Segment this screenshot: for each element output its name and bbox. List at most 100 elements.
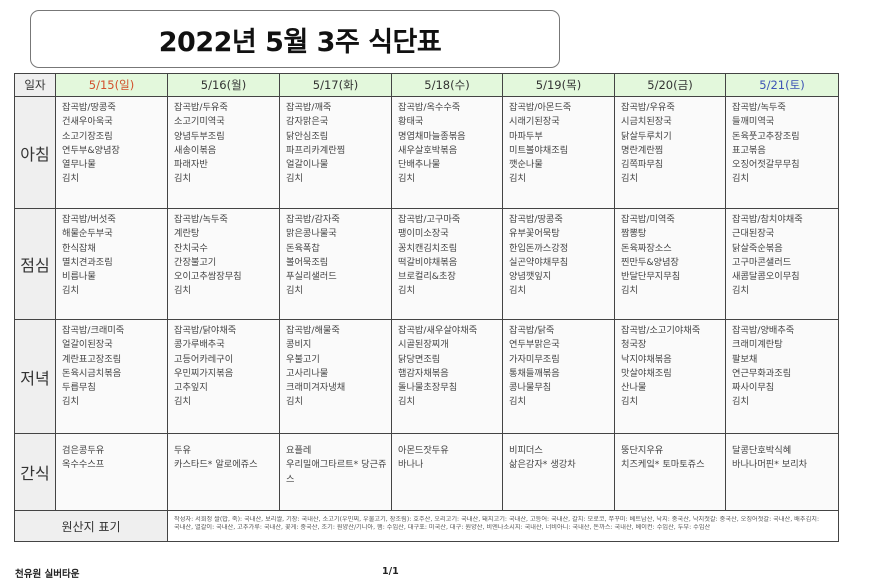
meal-label: 아침: [14, 96, 56, 209]
menu-cell: 잡곡밥/두유죽 소고기미역국 양념두부조림 새송이볶음 파래자반 김치: [167, 96, 280, 209]
menu-item: 오징어젓갈무무침: [732, 159, 800, 171]
menu-item: 김치: [621, 173, 638, 185]
menu-item: 양념깻잎지: [509, 271, 552, 283]
menu-item: 맛살야채조림: [621, 367, 672, 379]
menu-item: 잡곡밥/깨죽: [286, 102, 332, 113]
menu-item: 산나물: [621, 382, 647, 394]
menu-item: 팔보채: [732, 353, 758, 365]
menu-item: 잡곡밥/땅콩죽: [509, 214, 563, 225]
menu-item: 닭당면조림: [398, 353, 441, 365]
origin-line: 작성자: 서희정 쌀(밥, 죽): 국내산, 보리쌀, 기장: 국내산, 소고기…: [174, 516, 820, 523]
meal-plan-table: 일자 5/15(일) 5/16(월) 5/17(화) 5/18(수) 5/19(…: [14, 73, 839, 542]
menu-item: 짜사이무침: [732, 382, 775, 394]
menu-item: 소고기미역국: [174, 116, 225, 128]
menu-item: 고구마콘샐러드: [732, 256, 792, 268]
menu-item: 찐만두&양념장: [621, 256, 679, 268]
title-box: 2022년 5월 3주 식단표: [30, 10, 560, 68]
organization-name: 천유원 실버타운: [15, 569, 80, 580]
menu-item: 김치: [174, 396, 191, 408]
menu-cell: 비피더스 삶은감자* 생강차: [502, 433, 615, 511]
menu-item: 얼갈이나물: [286, 159, 329, 171]
menu-item: 양념두부조림: [174, 130, 225, 142]
menu-item: 잡곡밥/새우살야채죽: [398, 325, 478, 336]
menu-item: 고등어카레구이: [174, 353, 234, 365]
origin-line: 국내산, 열갈이: 국내산, 고추가루: 국내산, 꽃게: 중국산, 조기: 원…: [174, 524, 711, 531]
header-row: 일자 5/15(일) 5/16(월) 5/17(화) 5/18(수) 5/19(…: [14, 73, 839, 97]
menu-item: 유부꽃어묵탕: [509, 228, 560, 240]
meal-label: 간식: [14, 433, 56, 511]
day-header: 5/19(목): [502, 73, 615, 97]
menu-item: 시금치된장국: [621, 116, 672, 128]
menu-item: 연근무화과조림: [732, 367, 792, 379]
origin-text: 작성자: 서희정 쌀(밥, 죽): 국내산, 보리쌀, 기장: 국내산, 소고기…: [167, 510, 839, 542]
menu-item: 우민찌가지볶음: [174, 367, 234, 379]
menu-item: 파래자반: [174, 159, 208, 171]
menu-cell: 잡곡밥/고구마죽 팽이미소장국 꽁치캔김치조림 떡갈비야채볶음 브로컬리&초장 김치: [391, 208, 503, 320]
menu-item: 김치: [398, 173, 415, 185]
menu-item: 잡곡밥/크래미죽: [62, 325, 125, 336]
menu-cell: 요플레 우리밀애그타르트* 당근쥬 스: [279, 433, 392, 511]
menu-item: 계란탕: [174, 228, 200, 240]
menu-item: 닭살두루치기: [621, 130, 672, 142]
menu-item: 들깨미역국: [732, 116, 775, 128]
menu-item: 김치: [398, 285, 415, 297]
meal-row: 간식 검은콩두유 옥수수스프 두유 카스타드* 알로에쥬스 요플레 우리밀애그타르트* 당근…: [14, 433, 839, 511]
menu-item: 실곤약야채무침: [509, 256, 569, 268]
menu-item: 김치: [174, 285, 191, 297]
menu-item: 크래미겨자냉채: [286, 382, 346, 394]
menu-item: 명란계란찜: [621, 144, 664, 156]
menu-item: 잡곡밥/감자죽: [286, 214, 340, 225]
menu-item: 바나나머핀* 보리차: [732, 459, 808, 471]
menu-cell: 잡곡밥/미역죽 짬뽕탕 돈육짜장소스 찐만두&양념장 반달단무지무침 김치: [614, 208, 726, 320]
menu-item: 김치: [509, 285, 526, 297]
menu-item: 팽이미소장국: [398, 228, 449, 240]
menu-item: 새우살호박볶음: [398, 144, 458, 156]
menu-item: 잡곡밥/닭죽: [509, 325, 555, 336]
menu-item: 잡곡밥/녹두죽: [732, 102, 786, 113]
menu-item: 미트볼야채조림: [509, 144, 569, 156]
menu-item: 맑은콩나물국: [286, 228, 337, 240]
menu-item: 낙지야채볶음: [621, 353, 672, 365]
menu-item: 김치: [509, 396, 526, 408]
menu-item: 잡곡밥/버섯죽: [62, 214, 116, 225]
menu-item: 김치: [621, 396, 638, 408]
menu-item: 김쪽파무침: [621, 159, 664, 171]
menu-item: 돈육시금치볶음: [62, 367, 122, 379]
menu-cell: 아몬드잣두유 바나나: [391, 433, 503, 511]
menu-item: 김치: [174, 173, 191, 185]
menu-cell: 두유 카스타드* 알로에쥬스: [167, 433, 280, 511]
menu-item: 김치: [62, 173, 79, 185]
menu-item: 푸실리샐러드: [286, 271, 337, 283]
menu-item: 잡곡밥/아몬드죽: [509, 102, 572, 113]
meal-label: 점심: [14, 208, 56, 320]
menu-item: 김치: [732, 173, 749, 185]
menu-item: 김치: [286, 285, 303, 297]
menu-item: 근대된장국: [732, 228, 775, 240]
menu-item: 명엽채마늘종볶음: [398, 130, 466, 142]
menu-item: 소고기장조림: [62, 130, 113, 142]
menu-item: 표고볶음: [732, 144, 766, 156]
menu-item: 옥수수스프: [62, 459, 105, 471]
menu-cell: 잡곡밥/버섯죽 해물순두부국 한식잡채 멸치견과조림 비름나물 김치: [55, 208, 168, 320]
origin-row: 원산지 표기 작성자: 서희정 쌀(밥, 죽): 국내산, 보리쌀, 기장: 국내…: [14, 510, 839, 542]
meal-row: 저녁 잡곡밥/크래미죽 얼갈이된장국 계란표고장조림 돈육시금치볶음 두릅무침 김치 잡곡밥/…: [14, 319, 839, 434]
menu-item: 크래미계란탕: [732, 339, 783, 351]
menu-item: 고추잎지: [174, 382, 208, 394]
menu-cell: 잡곡밥/해물죽 콩비지 우불고기 고사리나물 크래미겨자냉채 김치: [279, 319, 392, 434]
menu-item: 잡곡밥/소고기야채죽: [621, 325, 701, 336]
menu-cell: 잡곡밥/양배추죽 크래미계란탕 팔보채 연근무화과조림 짜사이무침 김치: [725, 319, 839, 434]
menu-item: 우불고기: [286, 353, 320, 365]
menu-cell: 잡곡밥/녹두죽 들깨미역국 돈육풋고추장조림 표고볶음 오징어젓갈무무침 김치: [725, 96, 839, 209]
menu-cell: 잡곡밥/크래미죽 얼갈이된장국 계란표고장조림 돈육시금치볶음 두릅무침 김치: [55, 319, 168, 434]
menu-cell: 검은콩두유 옥수수스프: [55, 433, 168, 511]
menu-item: 잡곡밥/닭야채죽: [174, 325, 237, 336]
menu-item: 카스타드* 알로에쥬스: [174, 459, 258, 471]
menu-item: 김치: [62, 285, 79, 297]
menu-item: 콩비지: [286, 339, 312, 351]
day-header: 5/16(월): [167, 73, 280, 97]
date-label: 일자: [14, 73, 56, 97]
menu-item: 치즈케잌* 토마토쥬스: [621, 459, 705, 471]
menu-item: 두릅무침: [62, 382, 96, 394]
menu-item: 황태국: [398, 116, 424, 128]
day-header: 5/15(일): [55, 73, 168, 97]
